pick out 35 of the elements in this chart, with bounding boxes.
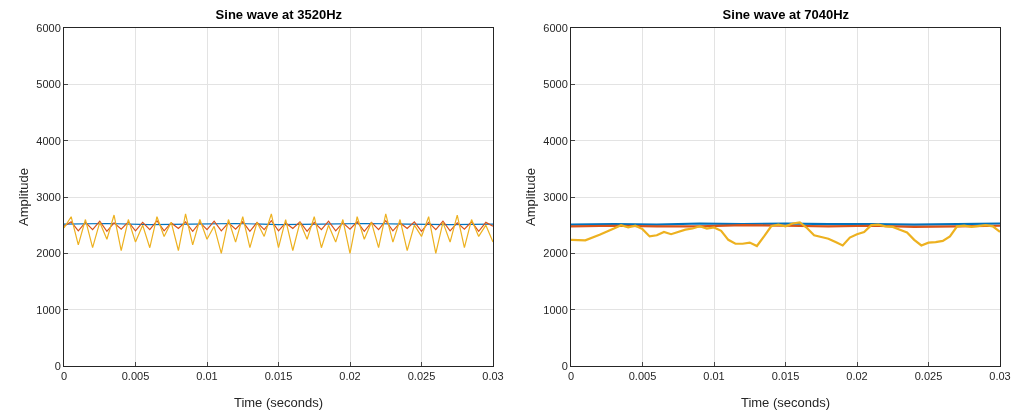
y-tick-label: 5000 — [36, 78, 61, 91]
x-tick-label: 0.015 — [264, 370, 293, 383]
y-tick-label: 2000 — [36, 247, 61, 260]
x-tick-label: 0.02 — [339, 370, 361, 383]
x-tick-label: 0.005 — [121, 370, 150, 383]
y-tick-label: 4000 — [36, 134, 61, 147]
y-tick-label: 0 — [561, 359, 568, 372]
y-tick-label: 3000 — [543, 190, 568, 203]
x-tick-label: 0.03 — [989, 370, 1011, 383]
x-tick-label: 0.01 — [196, 370, 218, 383]
chart-title: Sine wave at 7040Hz — [722, 7, 850, 23]
y-tick-label: 2000 — [543, 247, 568, 260]
line-series — [571, 221, 1000, 248]
y-tick-label: 0 — [54, 359, 61, 372]
x-tick-label: 0.01 — [703, 370, 725, 383]
x-tick-label: 0.025 — [914, 370, 943, 383]
x-tick-label: 0.025 — [407, 370, 436, 383]
y-tick-label: 3000 — [36, 190, 61, 203]
x-tick-label: 0.015 — [771, 370, 800, 383]
y-axis-title: Amplitude — [523, 168, 538, 226]
line-series — [64, 213, 493, 254]
x-axis-title: Time (seconds) — [740, 395, 831, 410]
y-axis-title: Amplitude — [16, 168, 31, 226]
y-tick-label: 6000 — [543, 21, 568, 34]
line-series — [64, 220, 493, 232]
y-tick-label: 6000 — [36, 21, 61, 34]
x-axis-title: Time (seconds) — [233, 395, 324, 410]
y-tick-label: 1000 — [543, 303, 568, 316]
chart-title: Sine wave at 3520Hz — [215, 7, 343, 23]
y-tick-label: 4000 — [543, 134, 568, 147]
x-tick-label: 0.02 — [846, 370, 868, 383]
y-tick-label: 1000 — [36, 303, 61, 316]
x-tick-label: 0.005 — [628, 370, 657, 383]
x-tick-label: 0.03 — [482, 370, 504, 383]
y-tick-label: 5000 — [543, 78, 568, 91]
